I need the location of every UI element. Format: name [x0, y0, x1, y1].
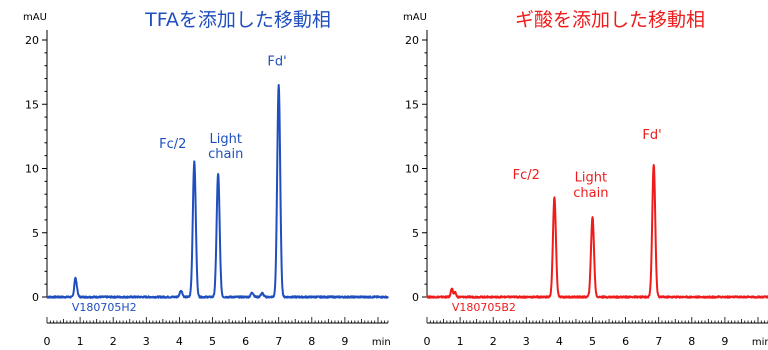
x-tick-label: 7	[275, 335, 282, 348]
peak-label: Fd'	[642, 128, 661, 143]
chart-title: TFAを添加した移動相	[144, 9, 331, 31]
y-tick-label: 10	[405, 163, 419, 176]
peak-label: Fd'	[267, 55, 286, 70]
y-tick-label: 15	[405, 98, 419, 111]
x-tick-label: 7	[655, 335, 662, 348]
chart-panel-1: TFAを添加した移動相 mAU 0 5 10 15 20 0 1 2 3 4 5 6 7 8 9 min Fc/2 L…	[23, 9, 391, 348]
y-tick-label: 5	[32, 227, 39, 240]
x-axis-unit: min	[752, 337, 768, 348]
x-tick-label: 5	[589, 335, 596, 348]
x-tick-label: 8	[308, 335, 315, 348]
peak-label: Light	[575, 170, 607, 185]
y-tick-label: 20	[25, 34, 39, 47]
x-tick-label: 4	[556, 335, 563, 348]
x-tick-label: 5	[209, 335, 216, 348]
x-tick-label: 0	[424, 335, 431, 348]
peak-label: Fc/2	[159, 137, 186, 152]
x-tick-label: 6	[622, 335, 629, 348]
y-tick-label: 0	[32, 291, 39, 304]
y-tick-label: 20	[405, 34, 419, 47]
x-tick-label: 3	[523, 335, 530, 348]
chart-title: ギ酸を添加した移動相	[515, 9, 705, 31]
x-tick-label: 0	[44, 335, 51, 348]
y-axis-unit: mAU	[23, 12, 47, 23]
chart-panel-2: ギ酸を添加した移動相 mAU 0 5 10 15 20 0 1 2 3 4 5 6 7 8 9 min Fc/2 Li…	[403, 9, 768, 348]
x-axis-unit: min	[372, 337, 391, 348]
y-tick-label: 15	[25, 98, 39, 111]
x-tick-label: 4	[176, 335, 183, 348]
peak-label: chain	[573, 186, 608, 201]
sample-id-label: V180705H2	[72, 301, 137, 314]
x-tick-label: 2	[490, 335, 497, 348]
peak-label: Fc/2	[513, 168, 540, 183]
x-tick-label: 8	[688, 335, 695, 348]
x-tick-label: 9	[721, 335, 728, 348]
y-axis-unit: mAU	[403, 12, 427, 23]
x-tick-label: 1	[457, 335, 464, 348]
chromatogram-trace	[46, 83, 389, 299]
x-tick-label: 3	[143, 335, 150, 348]
y-tick-label: 10	[25, 163, 39, 176]
y-tick-label: 5	[412, 227, 419, 240]
peak-label: Light	[210, 132, 242, 147]
x-tick-label: 1	[77, 335, 84, 348]
sample-id-label: V180705B2	[452, 301, 516, 314]
x-tick-label: 2	[110, 335, 117, 348]
x-tick-label: 9	[341, 335, 348, 348]
y-tick-label: 0	[412, 291, 419, 304]
chromatogram-trace	[426, 164, 768, 299]
x-tick-label: 6	[242, 335, 249, 348]
peak-label: chain	[208, 147, 243, 162]
